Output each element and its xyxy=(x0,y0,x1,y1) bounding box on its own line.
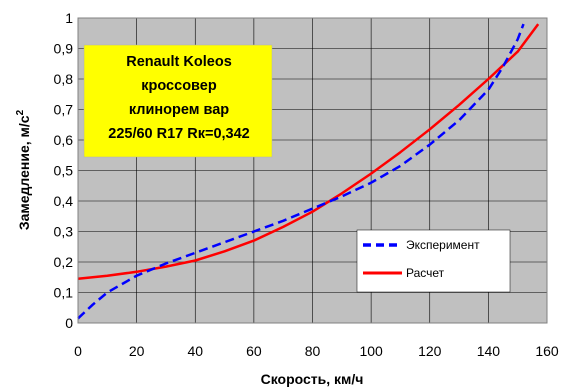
annotation-line-4: 225/60 R17 Rк=0,342 xyxy=(108,126,250,142)
legend: Эксперимент Расчет xyxy=(356,229,511,293)
legend-label-experiment: Эксперимент xyxy=(406,238,480,252)
y-tick-label: 0 xyxy=(65,315,73,331)
series-line-experiment xyxy=(77,23,525,320)
y-tick-label: 0,7 xyxy=(54,102,74,118)
y-tick-label: 0,6 xyxy=(54,132,74,148)
legend-label-calculation: Расчет xyxy=(406,266,445,280)
y-tick-labels: 0 0,1 0,2 0,3 0,4 0,5 0,6 0,7 0,8 0,9 1 xyxy=(54,10,74,331)
x-tick-label: 40 xyxy=(187,343,203,359)
y-axis-label-superscript: 2 xyxy=(15,109,26,115)
y-tick-label: 0,1 xyxy=(54,285,74,301)
y-axis-label-text: Замедление, м/с xyxy=(16,115,32,230)
x-tick-label: 140 xyxy=(477,343,501,359)
annotation-line-2: кроссовер xyxy=(141,78,217,94)
x-tick-label: 160 xyxy=(535,343,559,359)
x-tick-label: 20 xyxy=(129,343,145,359)
y-tick-label: 0,4 xyxy=(54,193,74,209)
y-tick-label: 0,8 xyxy=(54,71,74,87)
series-layer xyxy=(77,23,540,320)
annotation-box: Renault Koleos кроссовер клинорем вар 22… xyxy=(83,44,273,158)
x-tick-label: 100 xyxy=(359,343,383,359)
y-tick-label: 1 xyxy=(65,10,73,26)
x-tick-label: 0 xyxy=(74,343,82,359)
y-axis-label: Замедление, м/с2 xyxy=(15,109,32,230)
y-tick-label: 0,3 xyxy=(54,224,74,240)
y-tick-label: 0,5 xyxy=(54,163,74,179)
y-tick-label: 0,2 xyxy=(54,254,74,270)
annotation-line-3: клинорем вар xyxy=(129,102,229,118)
annotation-line-1: Renault Koleos xyxy=(126,54,232,70)
plot-frame xyxy=(77,17,548,324)
x-tick-label: 60 xyxy=(246,343,262,359)
x-tick-label: 120 xyxy=(418,343,442,359)
series-line-calculation xyxy=(77,23,540,281)
y-tick-label: 0,9 xyxy=(54,41,74,57)
x-tick-label: 80 xyxy=(305,343,321,359)
x-tick-labels: 0 20 40 60 80 100 120 140 160 xyxy=(74,343,559,359)
x-axis-label: Скорость, км/ч xyxy=(261,371,364,387)
